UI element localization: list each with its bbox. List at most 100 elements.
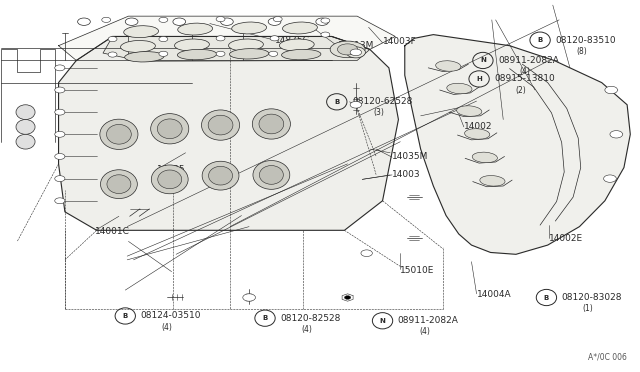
Polygon shape [59, 36, 399, 230]
Text: (3): (3) [373, 108, 384, 118]
Circle shape [55, 198, 65, 204]
Circle shape [344, 296, 351, 299]
Circle shape [55, 65, 65, 71]
Ellipse shape [279, 39, 314, 51]
Text: 14035M: 14035M [392, 152, 428, 161]
Circle shape [269, 51, 278, 57]
Text: A*/0C 006: A*/0C 006 [588, 352, 627, 361]
Text: N: N [480, 57, 486, 64]
Circle shape [216, 51, 225, 57]
Circle shape [108, 52, 117, 57]
Ellipse shape [107, 175, 131, 193]
Circle shape [55, 87, 65, 93]
Text: B: B [123, 313, 128, 319]
Text: B: B [538, 37, 543, 43]
Ellipse shape [209, 166, 232, 185]
Text: (1): (1) [583, 304, 594, 313]
Circle shape [361, 250, 372, 257]
Ellipse shape [16, 134, 35, 149]
Text: 15010E: 15010E [401, 266, 435, 275]
Text: H: H [476, 76, 482, 82]
Ellipse shape [120, 41, 156, 52]
Ellipse shape [202, 161, 239, 190]
Ellipse shape [282, 49, 321, 60]
Ellipse shape [100, 170, 138, 199]
Circle shape [77, 18, 90, 25]
Circle shape [273, 16, 282, 22]
Text: (4): (4) [419, 327, 430, 336]
Circle shape [55, 109, 65, 115]
Circle shape [270, 36, 279, 41]
Ellipse shape [175, 39, 209, 51]
Circle shape [604, 175, 616, 182]
Circle shape [243, 294, 255, 301]
Text: 08120-82528: 08120-82528 [280, 314, 340, 323]
Circle shape [55, 131, 65, 137]
Text: 14875C: 14875C [275, 36, 309, 45]
Text: (8): (8) [577, 47, 588, 56]
Text: 14002E: 14002E [549, 234, 583, 243]
Text: B: B [544, 295, 549, 301]
Ellipse shape [457, 106, 482, 116]
Ellipse shape [16, 105, 35, 119]
Circle shape [316, 18, 328, 25]
Ellipse shape [350, 49, 362, 56]
Text: 14003: 14003 [392, 170, 420, 179]
Text: 14035: 14035 [157, 165, 186, 174]
Text: (4): (4) [519, 67, 530, 76]
Text: 08911-2082A: 08911-2082A [498, 56, 559, 65]
Text: (4): (4) [301, 325, 312, 334]
Circle shape [55, 176, 65, 182]
Polygon shape [59, 16, 396, 61]
Ellipse shape [100, 119, 138, 150]
Circle shape [221, 18, 233, 25]
Text: (2): (2) [516, 86, 526, 94]
Polygon shape [404, 35, 630, 254]
Ellipse shape [282, 22, 317, 34]
Circle shape [159, 36, 168, 42]
Ellipse shape [447, 83, 472, 94]
Circle shape [102, 17, 111, 22]
Ellipse shape [346, 47, 365, 58]
Ellipse shape [150, 113, 189, 144]
Ellipse shape [106, 125, 131, 144]
Circle shape [55, 154, 65, 160]
Text: 08915-13810: 08915-13810 [494, 74, 555, 83]
Polygon shape [103, 36, 370, 61]
Ellipse shape [157, 119, 182, 139]
Ellipse shape [125, 52, 164, 62]
Text: 08120-62528: 08120-62528 [352, 97, 412, 106]
Text: 08120-83510: 08120-83510 [556, 36, 616, 45]
Ellipse shape [253, 161, 290, 189]
Circle shape [216, 36, 225, 41]
Ellipse shape [472, 152, 497, 163]
Text: N: N [380, 318, 385, 324]
Circle shape [605, 86, 618, 94]
Ellipse shape [178, 23, 212, 35]
Text: 08120-83028: 08120-83028 [562, 293, 622, 302]
Text: (4): (4) [162, 323, 173, 331]
Ellipse shape [124, 26, 159, 38]
Ellipse shape [252, 109, 291, 139]
Circle shape [173, 18, 186, 25]
Ellipse shape [202, 110, 239, 140]
Circle shape [321, 18, 330, 23]
Text: 14013M: 14013M [338, 41, 374, 50]
Circle shape [108, 36, 117, 42]
Text: B: B [334, 99, 339, 105]
Text: 14001C: 14001C [95, 227, 131, 235]
Ellipse shape [465, 129, 490, 139]
Text: 14002: 14002 [464, 122, 492, 131]
Ellipse shape [208, 115, 233, 135]
Ellipse shape [337, 44, 358, 55]
Text: 14003F: 14003F [383, 37, 416, 46]
Ellipse shape [151, 165, 188, 194]
Text: 14004A: 14004A [477, 291, 511, 299]
Ellipse shape [157, 170, 182, 189]
Text: B: B [262, 315, 268, 321]
Circle shape [159, 17, 168, 22]
Ellipse shape [232, 22, 267, 34]
Ellipse shape [16, 119, 35, 134]
Circle shape [125, 18, 138, 25]
Ellipse shape [259, 166, 284, 184]
